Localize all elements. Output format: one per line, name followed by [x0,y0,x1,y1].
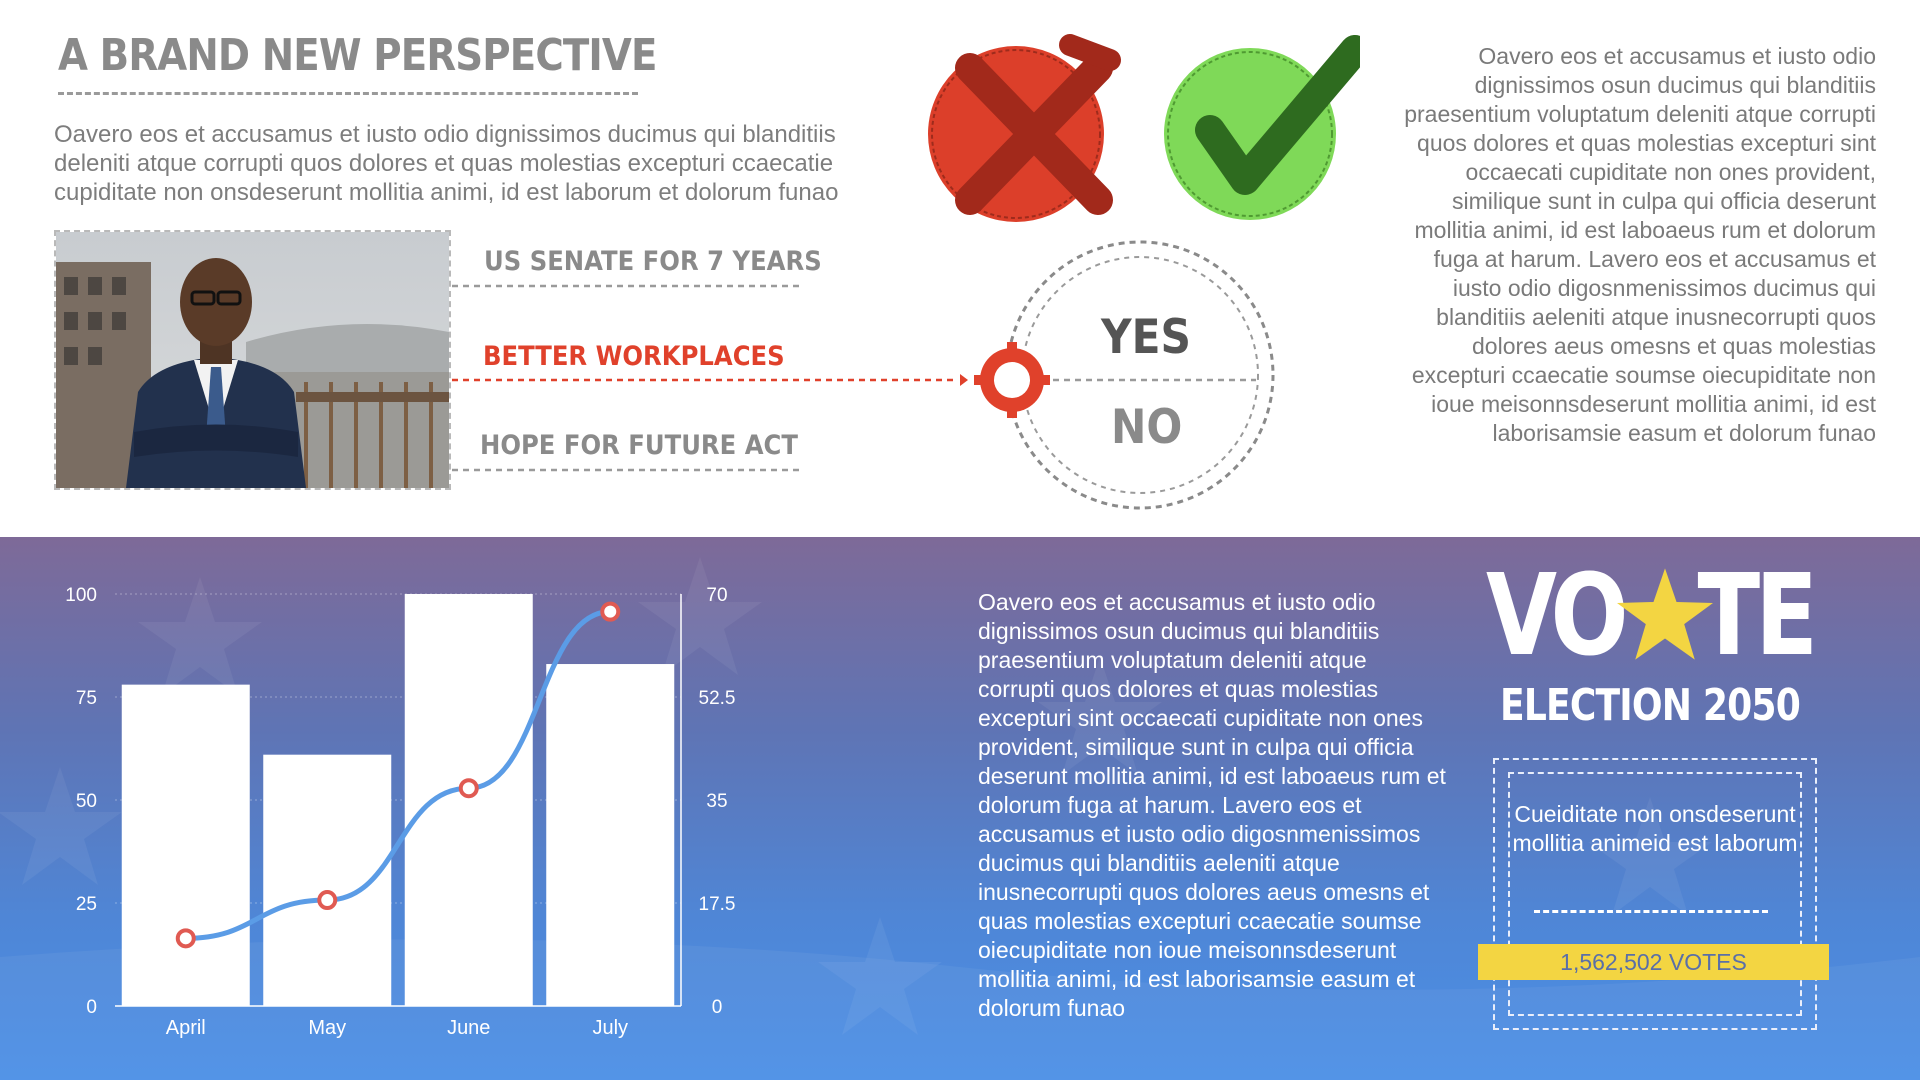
middle-paragraph: Oavero eos et accusamus et iusto odio di… [978,589,1446,1021]
arrowhead-icon [960,374,968,386]
no-label: NO [1111,400,1183,455]
chart-tick-labels: 0 25 50 75 100 0 17.5 35 52.5 70 April May June July [65,585,735,1039]
chart-bar [404,594,533,1006]
item-better-workplaces: BETTER WORKPLACES [483,341,785,372]
y-right-tick-label: 52.5 [699,688,736,709]
combo-chart: 0 25 50 75 100 0 17.5 35 52.5 70 April May June July [65,585,735,1039]
choice-icons [928,34,1360,222]
yes-label: YES [1101,310,1191,365]
votes-box-outer [1493,758,1817,1030]
line-point [317,890,338,911]
x-mark-icon [928,34,1121,222]
chart-bar [546,664,675,1006]
x-tick-label: April [166,1017,206,1039]
chart-bar [121,684,250,1006]
item-connectors [452,284,968,472]
candidate-photo [54,230,451,490]
item-us-senate: US SENATE FOR 7 YEARS [484,246,822,277]
x-tick-label: June [447,1017,490,1039]
gear-icon [974,342,1050,418]
x-tick-label: July [592,1017,628,1039]
y-left-tick-label: 100 [65,585,97,606]
series-line [183,609,613,941]
y-right-tick-label: 0 [712,997,723,1018]
chart-bars [121,594,675,1006]
right-paragraph: Oavero eos et accusamus et iusto odio di… [1404,43,1876,446]
votes-box-inner [1508,772,1802,1016]
item-hope-future-act: HOPE FOR FUTURE ACT [480,430,798,461]
star-icon [1617,568,1713,660]
vote-heading: VO TE [1486,560,1818,672]
vote-heading-right: TE [1697,551,1817,681]
y-left-tick-label: 50 [76,791,97,812]
x-tick-label: May [308,1017,346,1039]
y-left-tick-label: 0 [86,997,97,1018]
votes-count-badge: 1,562,502 VOTES [1478,944,1829,980]
check-mark-icon [1164,35,1360,220]
y-left-tick-label: 25 [76,894,97,915]
y-right-tick-label: 70 [706,585,727,606]
y-right-tick-label: 35 [706,791,727,812]
election-subtitle: ELECTION 2050 [1500,680,1801,731]
line-point [600,601,621,622]
line-point [175,928,196,949]
title-divider [58,92,638,95]
intro-text: Oavero eos et accusamus et iusto odio di… [54,121,839,206]
y-right-tick-label: 17.5 [699,894,736,915]
candidate-photo-illustration [56,232,449,488]
votes-box-text: Cueiditate non onsdeserunt mollitia anim… [1512,801,1798,856]
y-left-tick-label: 75 [76,688,97,709]
line-point [458,778,479,799]
page-title: A BRAND NEW PERSPECTIVE [58,30,657,81]
yes-no-dial [974,240,1275,510]
vote-heading-left: VO [1486,551,1629,681]
votes-box-divider [1534,910,1768,913]
chart-line [175,601,621,949]
